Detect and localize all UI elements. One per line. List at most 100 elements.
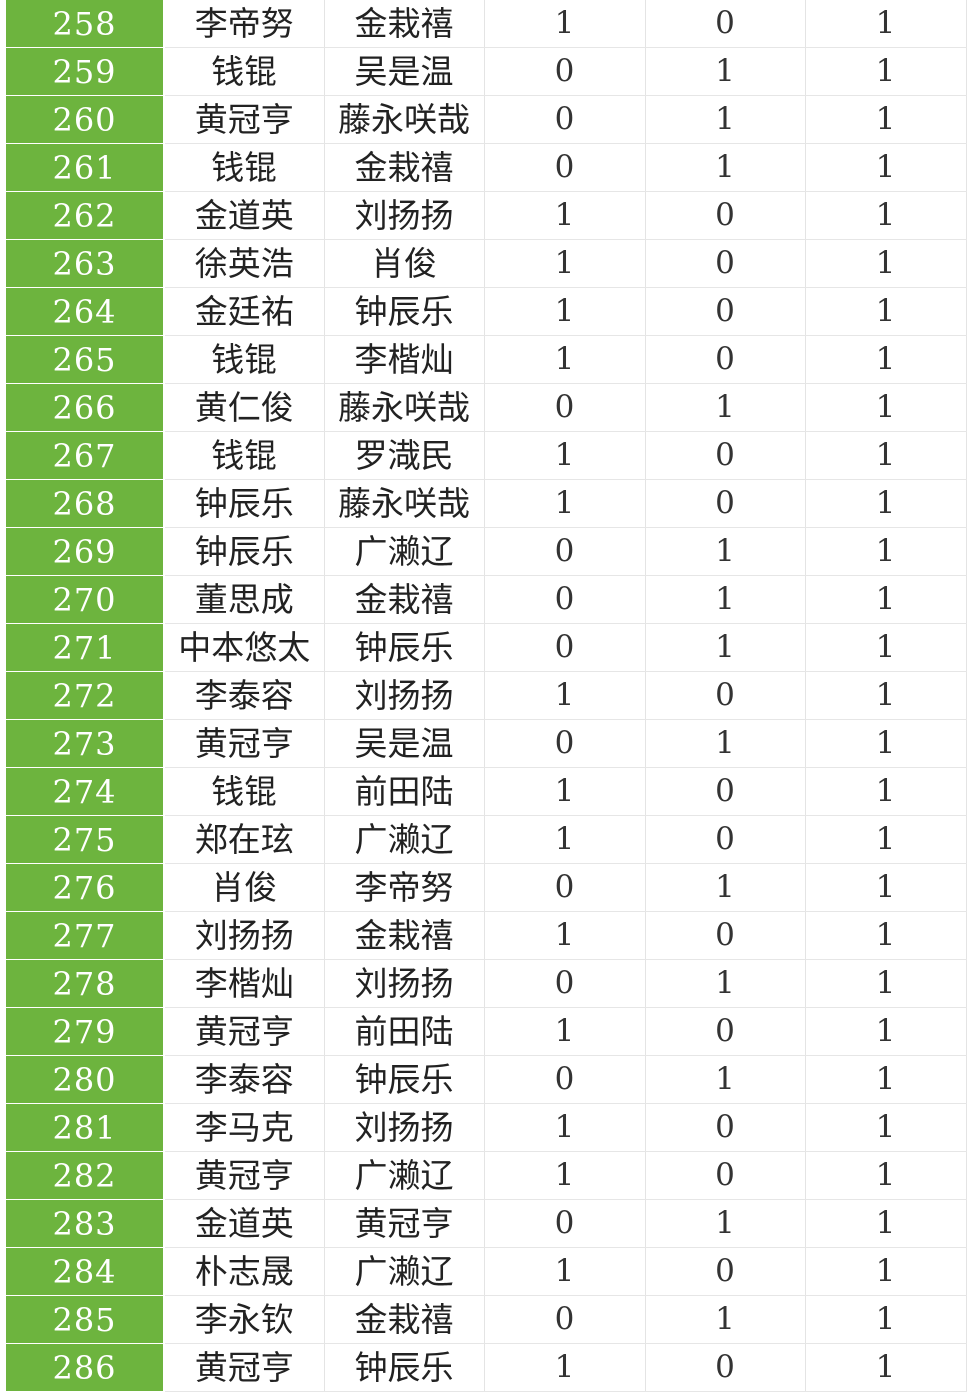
score-a-cell: 1 [484,815,646,864]
table-row: 273 黄冠亨 吴是温 0 1 1 [6,719,967,768]
score-b-cell: 0 [645,1103,806,1152]
score-b-cell: 1 [645,959,806,1008]
score-b-cell: 1 [645,1055,806,1104]
score-a-cell: 1 [484,431,646,480]
table-row: 285 李永钦 金栽禧 0 1 1 [6,1295,967,1344]
player-a-cell: 李帝努 [164,0,325,48]
row-index-cell: 286 [6,1343,165,1392]
total-cell: 1 [805,911,967,960]
score-a-cell: 1 [484,911,646,960]
total-cell: 1 [805,479,967,528]
score-a-cell: 1 [484,287,646,336]
player-a-cell: 金廷祐 [164,287,325,336]
score-a-cell: 1 [484,191,646,240]
score-b-cell: 0 [645,1007,806,1056]
player-b-cell: 肖俊 [324,239,485,288]
total-cell: 1 [805,383,967,432]
table-row: 263 徐英浩 肖俊 1 0 1 [6,239,967,288]
table-row: 264 金廷祐 钟辰乐 1 0 1 [6,287,967,336]
table-row: 262 金道英 刘扬扬 1 0 1 [6,191,967,240]
table-row: 272 李泰容 刘扬扬 1 0 1 [6,671,967,720]
player-a-cell: 钱锟 [164,431,325,480]
table-row: 266 黄仁俊 藤永咲哉 0 1 1 [6,383,967,432]
player-b-cell: 前田陆 [324,767,485,816]
player-a-cell: 徐英浩 [164,239,325,288]
score-b-cell: 0 [645,671,806,720]
player-a-cell: 李永钦 [164,1295,325,1344]
table-row: 281 李马克 刘扬扬 1 0 1 [6,1103,967,1152]
player-b-cell: 金栽禧 [324,143,485,192]
player-a-cell: 李泰容 [164,1055,325,1104]
player-a-cell: 朴志晟 [164,1247,325,1296]
row-index-cell: 285 [6,1295,165,1344]
player-b-cell: 刘扬扬 [324,191,485,240]
total-cell: 1 [805,863,967,912]
row-index-cell: 272 [6,671,165,720]
row-index-cell: 258 [6,0,165,48]
table-row: 279 黄冠亨 前田陆 1 0 1 [6,1007,967,1056]
total-cell: 1 [805,575,967,624]
score-b-cell: 1 [645,1199,806,1248]
total-cell: 1 [805,719,967,768]
player-a-cell: 金道英 [164,1199,325,1248]
table-row: 268 钟辰乐 藤永咲哉 1 0 1 [6,479,967,528]
score-b-cell: 0 [645,0,806,48]
score-b-cell: 1 [645,575,806,624]
score-b-cell: 1 [645,863,806,912]
player-b-cell: 前田陆 [324,1007,485,1056]
total-cell: 1 [805,815,967,864]
row-index-cell: 261 [6,143,165,192]
player-b-cell: 金栽禧 [324,0,485,48]
table-row: 269 钟辰乐 广濑辽 0 1 1 [6,527,967,576]
total-cell: 1 [805,959,967,1008]
table-row: 283 金道英 黄冠亨 0 1 1 [6,1199,967,1248]
table-row: 286 黄冠亨 钟辰乐 1 0 1 [6,1343,967,1392]
total-cell: 1 [805,335,967,384]
player-b-cell: 钟辰乐 [324,1055,485,1104]
player-b-cell: 广濑辽 [324,1151,485,1200]
player-a-cell: 董思成 [164,575,325,624]
table-row: 284 朴志晟 广濑辽 1 0 1 [6,1247,967,1296]
total-cell: 1 [805,239,967,288]
player-a-cell: 李楷灿 [164,959,325,1008]
score-b-cell: 1 [645,1295,806,1344]
score-b-cell: 0 [645,1247,806,1296]
total-cell: 1 [805,527,967,576]
player-b-cell: 李帝努 [324,863,485,912]
score-b-cell: 0 [645,239,806,288]
player-a-cell: 郑在玹 [164,815,325,864]
row-index-cell: 283 [6,1199,165,1248]
score-b-cell: 1 [645,719,806,768]
player-a-cell: 黄仁俊 [164,383,325,432]
table-row: 275 郑在玹 广濑辽 1 0 1 [6,815,967,864]
total-cell: 1 [805,1295,967,1344]
player-b-cell: 吴是温 [324,719,485,768]
row-index-cell: 262 [6,191,165,240]
total-cell: 1 [805,1199,967,1248]
table-row: 259 钱锟 吴是温 0 1 1 [6,47,967,96]
total-cell: 1 [805,1103,967,1152]
spreadsheet-table: 258 李帝努 金栽禧 1 0 1 259 钱锟 吴是温 0 1 1 260 黄冠亨 藤永咲哉 0 1 1 261 钱… [6,0,967,1392]
player-b-cell: 钟辰乐 [324,287,485,336]
player-a-cell: 黄冠亨 [164,1007,325,1056]
player-a-cell: 刘扬扬 [164,911,325,960]
total-cell: 1 [805,1055,967,1104]
player-a-cell: 李马克 [164,1103,325,1152]
player-b-cell: 广濑辽 [324,1247,485,1296]
total-cell: 1 [805,95,967,144]
table-row: 267 钱锟 罗渽民 1 0 1 [6,431,967,480]
total-cell: 1 [805,287,967,336]
player-a-cell: 金道英 [164,191,325,240]
row-index-cell: 284 [6,1247,165,1296]
score-a-cell: 0 [484,863,646,912]
score-a-cell: 0 [484,1295,646,1344]
row-index-cell: 281 [6,1103,165,1152]
total-cell: 1 [805,671,967,720]
row-index-cell: 260 [6,95,165,144]
player-b-cell: 刘扬扬 [324,959,485,1008]
score-a-cell: 1 [484,0,646,48]
score-a-cell: 1 [484,767,646,816]
score-a-cell: 1 [484,1151,646,1200]
score-b-cell: 1 [645,95,806,144]
player-b-cell: 黄冠亨 [324,1199,485,1248]
